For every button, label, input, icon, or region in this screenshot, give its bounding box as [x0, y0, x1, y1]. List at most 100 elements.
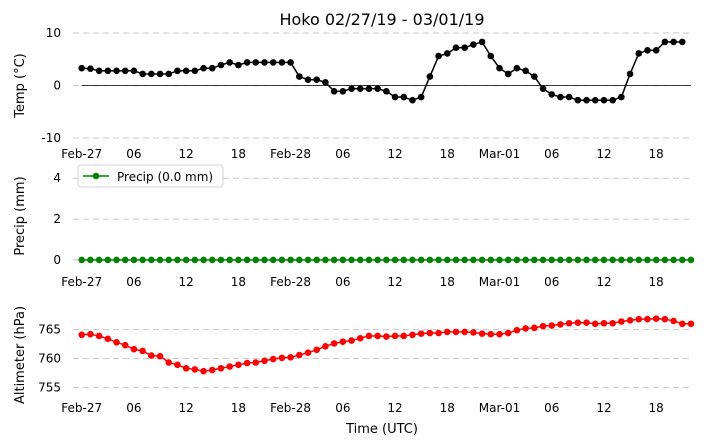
x-tick-label: 18: [231, 147, 246, 161]
data-point: [269, 59, 277, 66]
y-axis-label: Temp (°C): [13, 53, 28, 119]
x-tick-label: 18: [649, 401, 664, 415]
data-point: [165, 70, 173, 78]
data-point: [322, 343, 329, 350]
data-point: [296, 256, 303, 264]
data-point: [156, 352, 164, 360]
data-point: [383, 256, 390, 264]
data-point: [200, 367, 207, 375]
data-point: [348, 256, 355, 264]
data-point: [174, 256, 181, 264]
x-tick-label: 06: [126, 401, 141, 415]
data-point: [322, 256, 329, 264]
data-point: [548, 256, 556, 264]
data-point: [417, 93, 425, 101]
x-tick-label: Feb-28: [270, 147, 311, 161]
data-point: [591, 96, 599, 104]
data-point: [78, 64, 86, 72]
panel-2: 0 2 4 Precip (mm) Feb-27 06 12 18 Feb-28 06 12 18 Ma…: [13, 164, 695, 289]
data-point: [95, 256, 103, 264]
data-point: [644, 315, 651, 323]
data-point: [243, 256, 251, 264]
data-point: [330, 87, 338, 95]
data-point: [452, 44, 460, 51]
data-point: [557, 321, 564, 328]
data-point: [409, 331, 416, 339]
data-point: [626, 70, 634, 78]
x-tick-label: 18: [231, 401, 246, 415]
data-point: [156, 256, 164, 264]
data-point: [670, 256, 677, 264]
data-point: [487, 52, 495, 60]
data-point: [644, 256, 651, 264]
data-point: [165, 359, 173, 366]
data-point: [583, 256, 590, 264]
data-point: [304, 349, 312, 356]
data-point: [139, 70, 146, 78]
y-axis-label: Altimeter (hPa): [13, 306, 28, 404]
x-tick-label: 06: [335, 401, 350, 415]
y-tick-label: 2: [53, 212, 61, 226]
data-point: [200, 64, 207, 72]
data-point: [313, 346, 321, 354]
x-tick-label: 12: [596, 275, 611, 289]
data-point: [217, 256, 225, 264]
y-axis-label: Precip (mm): [13, 176, 28, 255]
data-point: [391, 256, 399, 264]
data-point: [391, 332, 399, 340]
series-segment: [420, 76, 431, 98]
x-tick-label: 06: [544, 401, 559, 415]
data-point: [217, 61, 225, 69]
data-point: [95, 332, 103, 340]
data-point: [121, 67, 129, 75]
data-point: [417, 330, 425, 337]
data-point: [87, 330, 94, 338]
data-point: [243, 359, 251, 367]
chart-panels: -10 0 10 Temp (°C) Feb-27 06 12 18 Feb-28 06 12 18 M…: [13, 26, 695, 415]
data-point: [470, 41, 477, 48]
data-point: [452, 328, 460, 336]
data-point: [208, 256, 216, 264]
y-tick-label: 0: [53, 79, 61, 93]
data-point: [356, 334, 364, 342]
data-point: [478, 256, 486, 264]
data-point: [174, 67, 181, 75]
series-segment: [620, 73, 631, 98]
data-point: [121, 256, 129, 264]
data-point: [591, 256, 599, 264]
x-tick-label: 06: [335, 275, 350, 289]
x-tick-label: 12: [179, 147, 194, 161]
data-point: [435, 256, 442, 264]
data-point: [496, 64, 503, 72]
data-point: [148, 70, 155, 78]
data-point: [583, 319, 590, 326]
data-point: [626, 256, 634, 264]
data-point: [513, 326, 521, 334]
data-point: [652, 256, 660, 264]
data-point: [400, 93, 408, 101]
data-point: [678, 38, 686, 46]
data-point: [635, 315, 643, 323]
data-point: [504, 329, 512, 337]
data-point: [104, 335, 112, 343]
data-point: [618, 93, 625, 101]
data-point: [304, 256, 312, 264]
data-point: [426, 329, 434, 337]
data-point: [148, 352, 155, 359]
data-point: [226, 59, 233, 66]
data-point: [652, 47, 660, 54]
data-point: [278, 354, 286, 362]
data-point: [548, 322, 556, 329]
y-tick-label: 760: [38, 351, 61, 365]
x-tick-label: 12: [387, 401, 402, 415]
data-point: [330, 256, 338, 264]
data-point: [287, 354, 294, 361]
data-point: [609, 319, 616, 327]
data-point: [391, 93, 399, 101]
data-point: [130, 256, 138, 264]
x-tick-label: Mar-01: [479, 147, 520, 161]
data-point: [443, 256, 451, 264]
data-point: [600, 96, 608, 104]
panel-3: 755 760 765 Altimeter (hPa) Feb-27 06 12 18 Feb-…: [13, 306, 695, 415]
data-point: [461, 328, 468, 336]
